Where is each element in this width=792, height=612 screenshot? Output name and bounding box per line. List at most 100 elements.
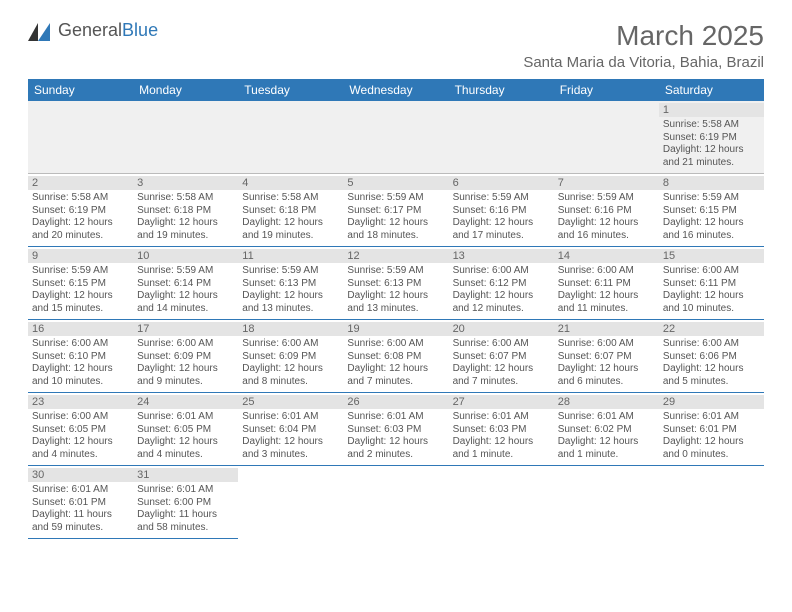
day-info: Sunrise: 6:00 AMSunset: 6:12 PMDaylight:… [453,265,550,315]
day-info: Sunrise: 6:00 AMSunset: 6:07 PMDaylight:… [453,338,550,388]
day-info: Sunrise: 6:00 AMSunset: 6:11 PMDaylight:… [558,265,655,315]
page-title: March 2025 [616,20,764,52]
calendar-cell: 7 Sunrise: 5:59 AMSunset: 6:16 PMDaylight… [554,174,659,247]
day-number: 1 [659,103,764,117]
day-info: Sunrise: 5:59 AMSunset: 6:13 PMDaylight:… [347,265,444,315]
calendar-cell: 20 Sunrise: 6:00 AMSunset: 6:07 PMDayligh… [449,320,554,393]
calendar-table: SundayMondayTuesdayWednesdayThursdayFrid… [28,79,764,539]
calendar-row: 2 Sunrise: 5:58 AMSunset: 6:19 PMDaylight… [28,174,764,247]
calendar-cell: 18Sunrise: 6:00 AMSunset: 6:09 PMDayligh… [238,320,343,393]
day-number: 27 [449,395,554,409]
calendar-cell [554,101,659,174]
calendar-cell: 6Sunrise: 5:59 AMSunset: 6:16 PMDaylight… [449,174,554,247]
day-info: Sunrise: 6:00 AMSunset: 6:11 PMDaylight:… [663,265,760,315]
col-header-wednesday: Wednesday [343,79,448,101]
day-number: 16 [28,322,133,336]
day-number: 20 [449,322,554,336]
calendar-cell: 4 Sunrise: 5:58 AMSunset: 6:18 PMDaylight… [238,174,343,247]
day-number: 8 [659,176,764,190]
calendar-cell [343,101,448,174]
day-info: Sunrise: 6:00 AMSunset: 6:10 PMDaylight:… [32,338,129,388]
calendar-cell: 25 Sunrise: 6:01 AMSunset: 6:04 PMDayligh… [238,393,343,466]
calendar-cell [133,101,238,174]
day-info: Sunrise: 5:59 AMSunset: 6:15 PMDaylight:… [32,265,129,315]
day-number: 13 [449,249,554,263]
day-number: 30 [28,468,133,482]
logo-text: GeneralBlue [58,20,158,41]
day-info: Sunrise: 6:01 AMSunset: 6:01 PMDaylight:… [32,484,129,534]
day-number: 24 [133,395,238,409]
calendar-cell: 17Sunrise: 6:00 AMSunset: 6:09 PMDayligh… [133,320,238,393]
day-number: 19 [343,322,448,336]
calendar-cell [343,466,448,539]
calendar-cell: 31Sunrise: 6:01 AMSunset: 6:00 PMDayligh… [133,466,238,539]
calendar-row: 9 Sunrise: 5:59 AMSunset: 6:15 PMDaylight… [28,247,764,320]
calendar-cell: 22 Sunrise: 6:00 AMSunset: 6:06 PMDayligh… [659,320,764,393]
day-number: 18 [238,322,343,336]
day-number: 15 [659,249,764,263]
day-number: 29 [659,395,764,409]
day-info: Sunrise: 6:01 AMSunset: 6:03 PMDaylight:… [453,411,550,461]
calendar-cell: 10Sunrise: 5:59 AMSunset: 6:14 PMDayligh… [133,247,238,320]
day-info: Sunrise: 6:00 AMSunset: 6:05 PMDaylight:… [32,411,129,461]
day-number: 12 [343,249,448,263]
col-header-saturday: Saturday [659,79,764,101]
day-info: Sunrise: 6:00 AMSunset: 6:07 PMDaylight:… [558,338,655,388]
day-number: 23 [28,395,133,409]
calendar-cell: 11 Sunrise: 5:59 AMSunset: 6:13 PMDayligh… [238,247,343,320]
calendar-cell: 13 Sunrise: 6:00 AMSunset: 6:12 PMDayligh… [449,247,554,320]
day-number: 25 [238,395,343,409]
logo-blue: Blue [122,20,158,40]
day-number: 2 [28,176,133,190]
day-number: 17 [133,322,238,336]
day-number: 4 [238,176,343,190]
location-subtitle: Santa Maria da Vitoria, Bahia, Brazil [28,54,764,71]
calendar-row: 23 Sunrise: 6:00 AMSunset: 6:05 PMDayligh… [28,393,764,466]
day-number: 10 [133,249,238,263]
calendar-cell [238,466,343,539]
day-info: Sunrise: 5:58 AMSunset: 6:18 PMDaylight:… [137,192,234,242]
calendar-cell: 5 Sunrise: 5:59 AMSunset: 6:17 PMDaylight… [343,174,448,247]
calendar-cell [238,101,343,174]
calendar-cell: 30 Sunrise: 6:01 AMSunset: 6:01 PMDayligh… [28,466,133,539]
day-number: 21 [554,322,659,336]
day-info: Sunrise: 6:01 AMSunset: 6:02 PMDaylight:… [558,411,655,461]
calendar-cell: 23 Sunrise: 6:00 AMSunset: 6:05 PMDayligh… [28,393,133,466]
calendar-cell [449,101,554,174]
day-info: Sunrise: 5:58 AMSunset: 6:19 PMDaylight:… [32,192,129,242]
day-info: Sunrise: 6:01 AMSunset: 6:05 PMDaylight:… [137,411,234,461]
col-header-friday: Friday [554,79,659,101]
calendar-cell [449,466,554,539]
day-info: Sunrise: 5:59 AMSunset: 6:16 PMDaylight:… [453,192,550,242]
day-number: 5 [343,176,448,190]
day-number: 26 [343,395,448,409]
calendar-cell [28,101,133,174]
calendar-row: 16 Sunrise: 6:00 AMSunset: 6:10 PMDayligh… [28,320,764,393]
calendar-cell: 9 Sunrise: 5:59 AMSunset: 6:15 PMDaylight… [28,247,133,320]
calendar-cell: 27 Sunrise: 6:01 AMSunset: 6:03 PMDayligh… [449,393,554,466]
day-info: Sunrise: 5:59 AMSunset: 6:13 PMDaylight:… [242,265,339,315]
day-info: Sunrise: 6:01 AMSunset: 6:03 PMDaylight:… [347,411,444,461]
col-header-thursday: Thursday [449,79,554,101]
day-info: Sunrise: 5:58 AMSunset: 6:18 PMDaylight:… [242,192,339,242]
calendar-cell [659,466,764,539]
calendar-cell: 29Sunrise: 6:01 AMSunset: 6:01 PMDayligh… [659,393,764,466]
calendar-cell: 15 Sunrise: 6:00 AMSunset: 6:11 PMDayligh… [659,247,764,320]
day-number: 11 [238,249,343,263]
day-info: Sunrise: 6:01 AMSunset: 6:04 PMDaylight:… [242,411,339,461]
calendar-cell: 28Sunrise: 6:01 AMSunset: 6:02 PMDayligh… [554,393,659,466]
day-info: Sunrise: 5:59 AMSunset: 6:17 PMDaylight:… [347,192,444,242]
calendar-cell: 26 Sunrise: 6:01 AMSunset: 6:03 PMDayligh… [343,393,448,466]
col-header-sunday: Sunday [28,79,133,101]
day-info: Sunrise: 5:59 AMSunset: 6:16 PMDaylight:… [558,192,655,242]
day-number: 22 [659,322,764,336]
day-number: 9 [28,249,133,263]
day-number: 3 [133,176,238,190]
day-number: 31 [133,468,238,482]
day-number: 7 [554,176,659,190]
calendar-cell: 19Sunrise: 6:00 AMSunset: 6:08 PMDayligh… [343,320,448,393]
day-info: Sunrise: 6:00 AMSunset: 6:06 PMDaylight:… [663,338,760,388]
calendar-cell: 14Sunrise: 6:00 AMSunset: 6:11 PMDayligh… [554,247,659,320]
calendar-cell: 16 Sunrise: 6:00 AMSunset: 6:10 PMDayligh… [28,320,133,393]
calendar-cell: 24 Sunrise: 6:01 AMSunset: 6:05 PMDayligh… [133,393,238,466]
